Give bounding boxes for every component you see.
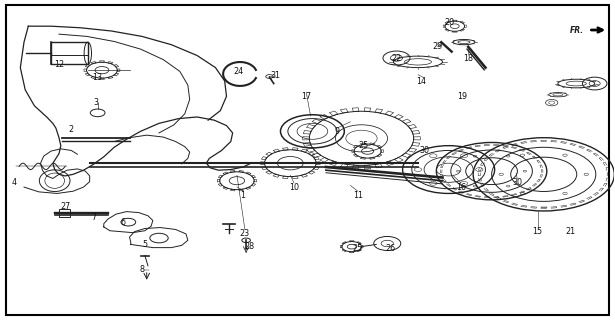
Text: 3: 3	[93, 98, 98, 107]
Text: 24: 24	[234, 67, 244, 76]
Text: 10: 10	[289, 183, 299, 192]
Text: 16: 16	[456, 183, 466, 192]
Text: 5: 5	[142, 240, 148, 249]
Text: 30: 30	[512, 178, 522, 187]
Text: 27: 27	[60, 202, 70, 211]
Text: 17: 17	[301, 92, 311, 101]
Text: FR.: FR.	[569, 26, 584, 35]
Text: 15: 15	[533, 227, 542, 236]
Text: 25: 25	[359, 141, 369, 150]
Text: 28: 28	[244, 242, 254, 251]
Text: 31: 31	[271, 71, 280, 80]
Text: 21: 21	[565, 227, 575, 236]
Text: 19: 19	[457, 92, 467, 101]
Text: 29: 29	[432, 42, 443, 52]
Text: 25: 25	[352, 244, 363, 253]
Text: 26: 26	[385, 244, 395, 253]
Text: 20: 20	[445, 19, 455, 28]
Bar	[59, 209, 70, 217]
Text: 8: 8	[140, 265, 145, 275]
Text: 14: 14	[416, 77, 426, 86]
Text: 23: 23	[240, 229, 250, 238]
Bar	[51, 42, 88, 64]
Text: 11: 11	[353, 190, 363, 200]
Text: 18: 18	[463, 53, 474, 62]
Text: 30: 30	[419, 146, 429, 155]
Text: 1: 1	[240, 190, 245, 200]
Text: 22: 22	[391, 53, 402, 62]
Text: 13: 13	[93, 73, 103, 82]
Text: 4: 4	[12, 178, 17, 187]
Text: 2: 2	[69, 125, 74, 134]
Text: 6: 6	[121, 218, 126, 227]
Text: 12: 12	[54, 60, 64, 69]
Text: 9: 9	[335, 127, 339, 136]
Text: 7: 7	[92, 213, 97, 222]
